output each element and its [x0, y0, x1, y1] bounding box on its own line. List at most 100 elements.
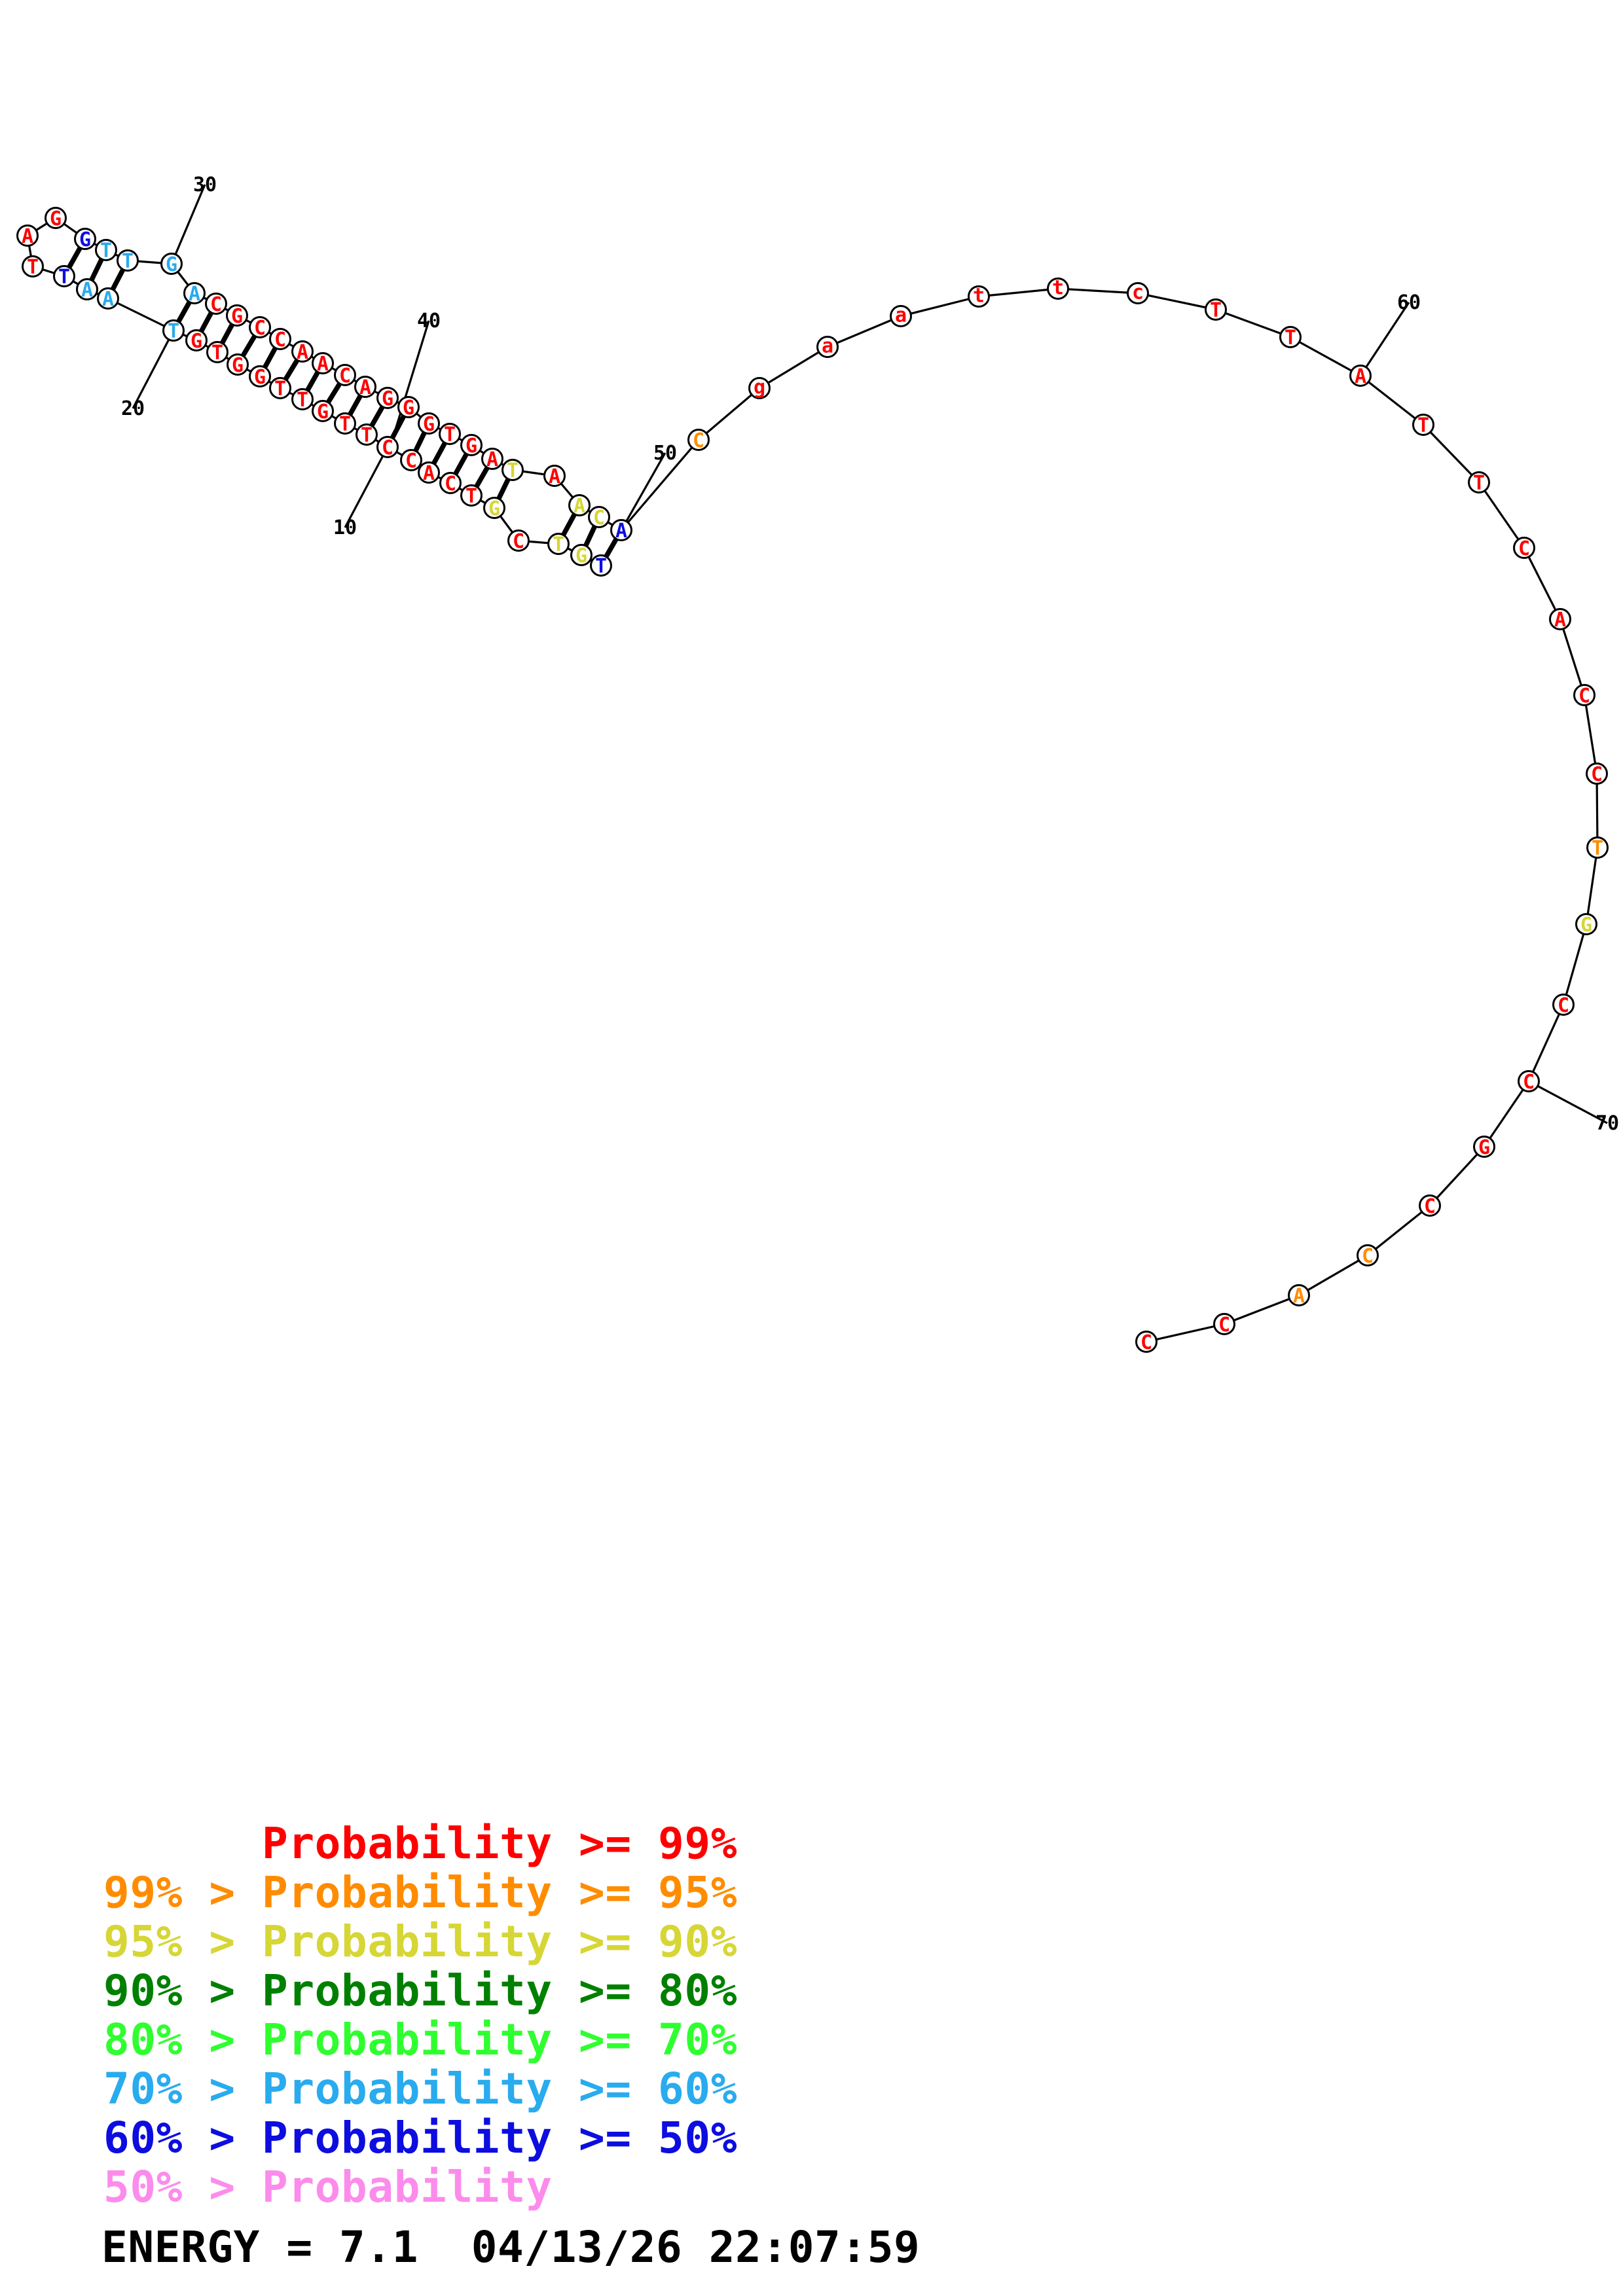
nucleotide-circle — [183, 282, 206, 304]
nucleotide-circle — [1349, 365, 1372, 387]
nucleotide-circle — [610, 519, 632, 541]
backbone-line — [1137, 292, 1216, 311]
nucleotide-circle — [400, 449, 422, 471]
nucleotide-circle — [1573, 684, 1596, 706]
nucleotide-circle — [1127, 282, 1149, 304]
position-label: 70 — [1596, 1112, 1619, 1135]
nucleotide-letter: A — [359, 376, 371, 399]
nucleotide-letter: C — [1591, 763, 1603, 786]
backbone-line — [1057, 287, 1139, 295]
nucleotide-circle — [1575, 913, 1597, 935]
nucleotide-circle — [291, 340, 314, 363]
nucleotide-letter: A — [81, 279, 93, 302]
backbone-line — [1478, 482, 1525, 548]
backbone-line — [1215, 308, 1291, 338]
nucleotide-circle — [354, 376, 376, 398]
position-label: 60 — [1397, 291, 1421, 314]
nucleotide-letter: G — [50, 207, 62, 230]
nucleotide-circle — [507, 529, 530, 552]
nucleotide-letter: C — [1523, 1071, 1535, 1094]
backbone-line — [978, 287, 1059, 298]
nucleotide-circle — [968, 285, 990, 308]
nucleotide-letter: T — [297, 389, 308, 412]
nucleotide-letter: G — [254, 366, 266, 389]
nucleotide-letter: t — [973, 285, 985, 308]
backbone-line — [1422, 423, 1480, 484]
nucleotide-letter: A — [1293, 1285, 1305, 1308]
nucleotide-letter: G — [317, 401, 329, 423]
nucleotide-letter: t — [1052, 277, 1064, 300]
legend-row: 50% > Probability — [103, 2162, 553, 2212]
nucleotide-letter: C — [693, 429, 704, 452]
nucleotide-circle — [206, 341, 228, 363]
nucleotide-circle — [397, 396, 420, 418]
legend-row: 80% > Probability >= 70% — [103, 2015, 738, 2065]
nucleotide-letter: T — [444, 423, 456, 446]
nucleotide-letter: T — [211, 342, 223, 365]
nucleotide-letter: T — [122, 250, 134, 273]
nucleotide-letter: T — [1285, 327, 1296, 350]
nucleotide-circle — [1279, 326, 1302, 348]
nucleotide-circle — [227, 353, 249, 376]
nucleotide-circle — [205, 293, 227, 315]
probability-legend: Probability >= 99% 99% > Probability >= 9… — [103, 1819, 737, 2212]
backbone-line — [900, 295, 979, 317]
nucleotide-circle — [76, 278, 98, 300]
nucleotide-letter: T — [27, 256, 39, 279]
nucleotide-circle — [312, 400, 334, 422]
nucleotide-letter: C — [1362, 1245, 1374, 1268]
nucleotide-circle — [1473, 1136, 1495, 1158]
nucleotide-circle — [22, 255, 44, 278]
nucleotide-letter: T — [465, 485, 477, 508]
nucleotide-letter: T — [1473, 472, 1485, 495]
nucleotide-letter: A — [1355, 365, 1366, 388]
backbone-line — [827, 315, 902, 348]
position-labels: 10 20 30 40 50 60 70 — [121, 173, 1619, 1135]
nucleotide-circle — [748, 377, 771, 399]
label-leader-line — [620, 452, 666, 531]
nucleotide-letter: A — [317, 353, 329, 376]
nucleotide-circle — [249, 365, 271, 387]
nucleotide-circle — [890, 305, 912, 327]
nucleotide-letter: A — [549, 465, 560, 488]
nucleotide-letter: C — [254, 317, 266, 340]
nucleotide-letter: T — [553, 533, 564, 556]
nucleotide-letter: G — [465, 435, 477, 457]
nucleotide-circle — [185, 329, 208, 351]
backbone-line — [107, 297, 174, 332]
nucleotide-circle — [249, 316, 271, 338]
nucleotide-letter: G — [403, 397, 414, 420]
backbone-line — [1523, 547, 1561, 620]
nucleotide-letter: G — [191, 330, 202, 353]
nucleotide-circle — [356, 423, 378, 446]
backbone-line — [1429, 1145, 1486, 1207]
nucleotide-letter: T — [1592, 837, 1603, 860]
backbone-line — [697, 387, 761, 441]
nucleotide-letter: A — [189, 283, 200, 306]
nucleotide-circle — [334, 412, 356, 435]
legend-row: 99% > Probability >= 95% — [103, 1867, 738, 1918]
legend-row: 60% > Probability >= 50% — [103, 2113, 738, 2163]
nucleotide-letter: C — [210, 293, 222, 316]
nucleotide-circle — [1412, 414, 1434, 436]
nucleotide-circle — [95, 239, 117, 261]
nucleotide-circle — [160, 253, 183, 275]
nucleotide-circle — [547, 533, 570, 555]
nucleotide-letter: T — [339, 413, 351, 436]
nucleotide-letter: G — [423, 413, 435, 436]
nucleotide-circle — [376, 436, 399, 458]
nucleotide-circle — [1518, 1070, 1540, 1092]
nucleotide-circle — [53, 265, 75, 287]
nucleotide-letter: T — [1417, 414, 1429, 437]
nucleotide-letter: C — [274, 329, 286, 351]
label-leader-line — [344, 446, 389, 528]
nucleotide-letter: C — [1558, 994, 1569, 1017]
nucleotide-circle — [418, 461, 440, 484]
nucleotide-letter: T — [274, 378, 286, 401]
nucleotide-circle — [226, 304, 248, 327]
nucleotide-circle — [439, 472, 462, 494]
position-label: 40 — [417, 310, 441, 332]
nucleotide-circle — [334, 364, 356, 386]
nucleotide-letter: T — [58, 266, 70, 289]
